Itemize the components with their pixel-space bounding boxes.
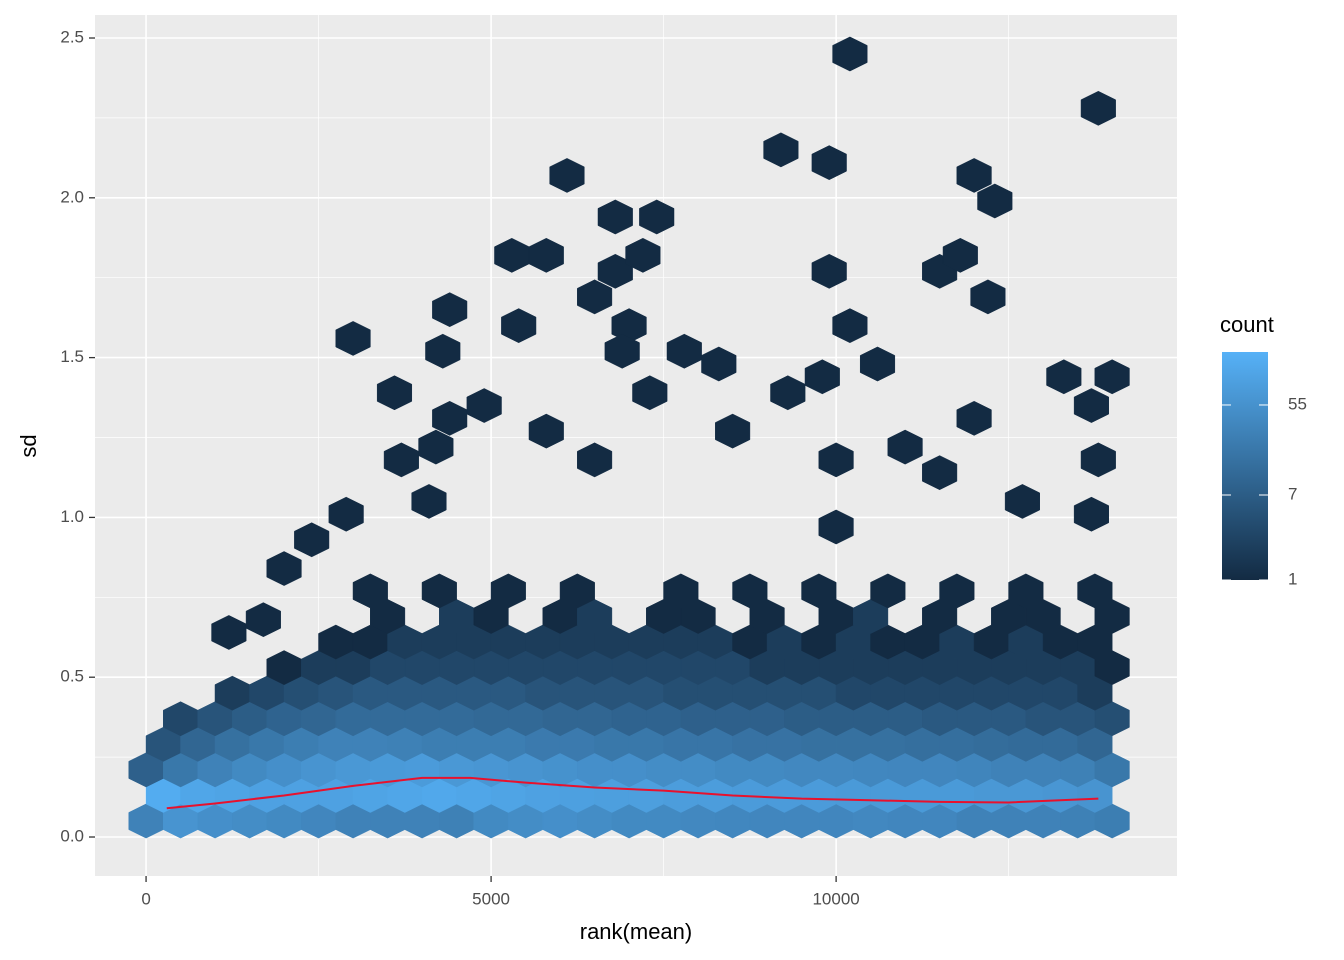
- hexbin: [376, 375, 413, 411]
- hexbin: [335, 321, 371, 356]
- hexbin: [528, 237, 564, 273]
- y-axis-title: sd: [16, 434, 41, 457]
- hexbin: [870, 573, 906, 609]
- legend-tick-label: 55: [1288, 394, 1307, 413]
- hexbin: [666, 333, 702, 369]
- hexbin: [1077, 573, 1113, 609]
- hexbin: [266, 551, 302, 586]
- hexbin: [970, 279, 1006, 315]
- hexbin: [811, 253, 847, 289]
- hexbin: [804, 359, 840, 395]
- hexbin: [818, 509, 854, 545]
- hexbin: [763, 132, 799, 168]
- y-tick-label: 1.5: [60, 347, 84, 366]
- hexbin: [663, 573, 699, 609]
- hexbin: [501, 308, 537, 344]
- hexbin: [1080, 90, 1116, 126]
- legend-tick-label: 7: [1288, 484, 1297, 503]
- hexbin: [625, 237, 661, 273]
- hexbin: [597, 199, 633, 235]
- hexbin: [1046, 359, 1082, 395]
- hexbin: [715, 413, 751, 449]
- hexbin: [732, 573, 768, 609]
- hexbin: [1073, 388, 1109, 423]
- hexbin: [604, 333, 640, 369]
- hexbin: [939, 573, 975, 609]
- y-tick-label: 0.0: [60, 826, 84, 845]
- hexbin: [632, 375, 668, 411]
- hexbin: [956, 158, 992, 193]
- legend-tick-label: 1: [1288, 569, 1297, 588]
- legend-title: count: [1220, 312, 1274, 337]
- hexbin: [701, 346, 737, 382]
- hexbin: [425, 333, 461, 369]
- hexbin: [383, 442, 419, 478]
- hexbin: [859, 346, 896, 382]
- hexbin: [1008, 573, 1044, 609]
- hexbin: [832, 36, 868, 72]
- hexbin: [549, 158, 585, 193]
- hexbin: [887, 429, 923, 465]
- hexbin: [577, 442, 613, 478]
- hexbin: [1080, 442, 1116, 478]
- hexbin: [922, 455, 958, 491]
- colorbar: [1222, 352, 1268, 580]
- x-tick-label: 10000: [812, 889, 859, 908]
- smooth-line: [166, 776, 1099, 810]
- hexbin: [577, 279, 613, 315]
- y-tick-label: 0.5: [60, 667, 84, 686]
- hexbin: [639, 199, 675, 235]
- hexbin: [956, 400, 992, 436]
- axes: 0 5000 10000 0.0 0.5 1.0 1.5 2.0 2.5: [60, 27, 859, 908]
- hexbin: [418, 429, 454, 465]
- hexbin: [818, 442, 854, 478]
- hexbin: [801, 573, 837, 609]
- y-tick-label: 1.0: [60, 507, 84, 526]
- hexbin: [559, 573, 595, 609]
- hexbin: [411, 484, 447, 519]
- hexbin: [432, 292, 468, 328]
- hexbin: [528, 413, 564, 449]
- hexbin: [1094, 359, 1130, 395]
- marks: [128, 36, 1130, 839]
- hexbin: [421, 573, 457, 609]
- hexbin: [942, 237, 978, 273]
- hexbin: [977, 183, 1013, 219]
- hexbin: [352, 573, 388, 609]
- hexbin: [328, 496, 364, 532]
- hexbin: [466, 388, 502, 423]
- y-tick-label: 2.5: [60, 27, 84, 46]
- x-tick-label: 5000: [472, 889, 510, 908]
- y-tick-label: 2.0: [60, 187, 84, 206]
- hexbin: [1073, 496, 1109, 532]
- hexbin: [294, 522, 330, 558]
- hexbin: [1004, 484, 1040, 519]
- x-tick-label: 0: [141, 889, 150, 908]
- hexbin: [811, 145, 847, 181]
- hexbin: [832, 308, 868, 344]
- hexbin: [245, 602, 281, 638]
- x-axis-title: rank(mean): [580, 919, 692, 944]
- hexbin: [490, 573, 526, 609]
